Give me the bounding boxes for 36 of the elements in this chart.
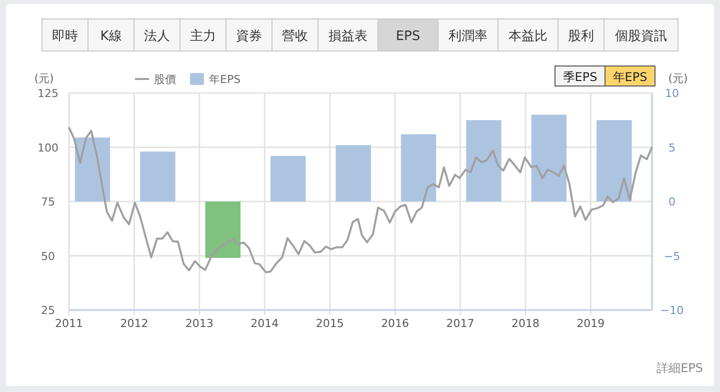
x-tick-label: 2016 [381,317,410,330]
y-axis-title: (元) [34,72,54,85]
y-tick-label: 75 [41,196,55,208]
tabs: 即時 K線 法人 主力 資券 營收 損益表 EPS 利潤率 本益比 股利 個股資訊 [42,18,678,52]
line-series [68,126,653,274]
legend-label: 股價 [154,73,176,86]
x-tick-label: 2017 [446,317,474,330]
x-tick-label: 2011 [55,317,83,330]
y2-tick-label: −5 [664,250,680,263]
bar [596,120,632,202]
y2-tick-label: −10 [660,304,684,317]
bar [336,145,371,202]
x-tick-label: 2015 [316,317,344,330]
y2-axis-title: (元) [668,72,688,85]
bar [531,114,567,202]
text: 年EPS [612,70,648,84]
text: 詳細EPS [656,361,703,375]
y-tick-label: 100 [38,141,58,154]
y2-tick-label: 10 [665,87,679,100]
text: 季EPS [562,70,598,84]
x-tick-label: 2014 [250,317,279,330]
bar [270,156,306,202]
y2-tick-label: 0 [668,196,676,208]
x-tick-label: 2013 [185,317,214,330]
bar [140,152,176,202]
x-tick-label: 2019 [576,317,605,330]
bar [400,134,436,202]
x-tick-label: 2012 [120,317,148,330]
bar [466,120,502,202]
bar [205,202,241,258]
y-tick-label: 25 [41,304,55,317]
y-tick-label: 125 [38,87,58,100]
legend-label: 年EPS [209,73,241,86]
x-tick-label: 2018 [511,317,540,330]
y-tick-label: 50 [41,250,55,263]
y2-tick-label: 5 [668,141,676,154]
